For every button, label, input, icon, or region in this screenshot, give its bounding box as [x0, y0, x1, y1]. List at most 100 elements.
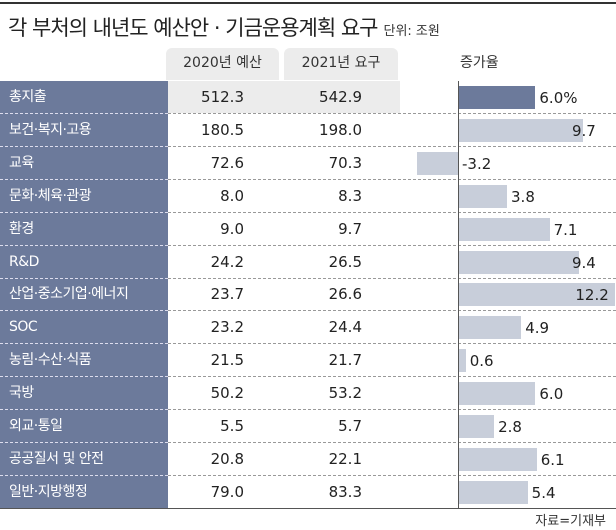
row-label: SOC — [9, 319, 38, 336]
growth-label: 6.0% — [539, 89, 578, 107]
row-divider — [168, 178, 616, 180]
table-row: 외교·통일 5.5 5.7 2.8 — [0, 410, 616, 443]
value-2020: 512.3 — [201, 88, 244, 106]
growth-bar — [458, 118, 584, 142]
row-label: 문화·체육·관광 — [9, 187, 92, 204]
value-2021: 24.4 — [328, 318, 362, 337]
row-divider — [168, 277, 616, 279]
value-2020: 21.5 — [210, 351, 244, 370]
table-row: 문화·체육·관광 8.0 8.3 3.8 — [0, 180, 616, 213]
row-divider — [0, 244, 168, 246]
table-row: 국방 50.2 53.2 6.0 — [0, 377, 616, 411]
total-row-bg — [168, 81, 400, 113]
value-2020: 9.0 — [220, 219, 244, 238]
row-divider — [168, 376, 616, 378]
row-label: R&D — [9, 253, 39, 270]
growth-bar — [458, 184, 508, 208]
row-divider — [0, 145, 168, 147]
value-2020: 50.2 — [210, 384, 244, 403]
value-2021: 53.2 — [328, 384, 362, 403]
growth-bar — [458, 316, 522, 340]
row-divider — [168, 145, 616, 147]
growth-label: 12.2 — [575, 286, 609, 305]
growth-label: 3.8 — [511, 187, 535, 206]
unit-label: 단위: 조원 — [383, 24, 440, 39]
value-2020: 72.6 — [210, 153, 244, 172]
row-label: 산업·중소기업·에너지 — [9, 286, 129, 303]
growth-label: 0.6 — [469, 352, 494, 371]
value-2021: 26.6 — [328, 285, 362, 304]
row-label: 일반·지방행정 — [9, 483, 88, 500]
row-label: 보건·복지·고용 — [9, 121, 92, 138]
growth-label: 7.1 — [553, 220, 578, 239]
row-divider — [168, 442, 616, 443]
row-label: 외교·통일 — [9, 418, 63, 434]
growth-label: 4.9 — [525, 319, 550, 338]
header-2020: 2020년 예산 — [166, 48, 279, 80]
growth-bar — [458, 349, 466, 373]
value-2021: 70.3 — [328, 153, 362, 172]
row-divider — [168, 244, 616, 246]
growth-bar — [416, 151, 458, 175]
growth-bar — [458, 415, 495, 438]
value-2020: 20.8 — [210, 449, 244, 468]
value-2020: 24.2 — [210, 252, 244, 271]
value-2020: 180.5 — [201, 120, 244, 139]
value-2021: 542.9 — [319, 88, 362, 106]
value-2021: 8.3 — [338, 186, 362, 205]
row-divider — [0, 376, 168, 378]
row-label: 공공질서 및 안전 — [9, 450, 104, 467]
row-label: 국방 — [9, 385, 34, 402]
table-row: 공공질서 및 안전 20.8 22.1 6.1 — [0, 443, 616, 476]
table-row: 총지출 512.3 542.9 6.0% — [0, 81, 616, 114]
table-row: R&D 24.2 26.5 9.4 — [0, 246, 616, 279]
row-divider — [168, 310, 616, 312]
row-divider — [0, 211, 168, 213]
table-row: 일반·지방행정 79.0 83.3 5.4 — [0, 476, 616, 509]
value-2021: 83.3 — [328, 482, 362, 501]
header-2021: 2021년 요구 — [284, 48, 398, 80]
value-2021: 9.7 — [338, 219, 362, 238]
growth-label: 2.8 — [498, 418, 522, 436]
row-divider — [0, 442, 168, 443]
bottom-rule — [0, 508, 616, 509]
row-divider — [0, 277, 168, 279]
top-rule — [0, 2, 616, 4]
row-divider — [168, 343, 616, 345]
value-2020: 23.2 — [210, 318, 244, 337]
growth-label: 9.4 — [572, 253, 596, 272]
source-note: 자료=기재부 — [535, 514, 606, 529]
row-divider — [168, 474, 616, 476]
growth-label: 6.1 — [540, 450, 565, 469]
row-divider — [0, 409, 168, 411]
value-2021: 21.7 — [328, 351, 362, 370]
growth-bar — [458, 447, 537, 471]
growth-bar — [458, 86, 536, 109]
value-2021: 22.1 — [328, 449, 362, 468]
title-text: 각 부처의 내년도 예산안 · 기금운용계획 요구 — [8, 16, 378, 40]
table-row: 보건·복지·고용 180.5 198.0 9.7 — [0, 114, 616, 147]
growth-bar — [458, 217, 550, 241]
row-label: 환경 — [9, 220, 34, 237]
table-row: 산업·중소기업·에너지 23.7 26.6 12.2 — [0, 278, 616, 312]
table-row: SOC 23.2 24.4 4.9 — [0, 311, 616, 345]
row-divider — [0, 474, 168, 476]
growth-bar — [458, 382, 536, 406]
row-label: 교육 — [9, 154, 34, 171]
table-row: 환경 9.0 9.7 7.1 — [0, 213, 616, 246]
row-divider — [0, 178, 168, 180]
value-2020: 5.5 — [220, 417, 244, 435]
value-2020: 79.0 — [210, 482, 244, 501]
value-2020: 23.7 — [210, 285, 244, 304]
row-divider — [168, 409, 616, 411]
row-divider — [0, 310, 168, 312]
value-2021: 198.0 — [319, 120, 362, 139]
header-growth: 증가율 — [460, 55, 499, 71]
growth-bar — [458, 480, 528, 504]
value-2021: 5.7 — [338, 417, 362, 435]
row-divider — [168, 113, 616, 114]
table-row: 교육 72.6 70.3 -3.2 — [0, 147, 616, 180]
row-divider — [0, 343, 168, 345]
row-divider — [168, 211, 616, 213]
